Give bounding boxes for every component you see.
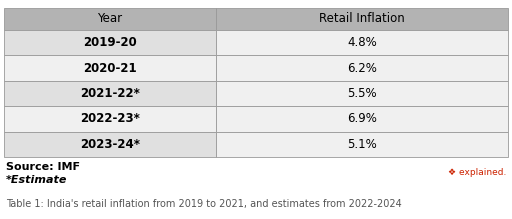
- Text: Source: IMF: Source: IMF: [6, 162, 80, 172]
- Bar: [4, 106, 216, 132]
- Text: Year: Year: [97, 12, 122, 25]
- Bar: [4, 30, 216, 55]
- Bar: [216, 8, 508, 30]
- Text: 2022-23*: 2022-23*: [80, 112, 140, 125]
- Text: Table 1: India's retail inflation from 2019 to 2021, and estimates from 2022-202: Table 1: India's retail inflation from 2…: [6, 199, 402, 209]
- Text: 6.9%: 6.9%: [347, 112, 377, 125]
- Bar: [216, 132, 508, 157]
- Bar: [216, 106, 508, 132]
- Bar: [216, 55, 508, 81]
- Bar: [4, 55, 216, 81]
- Bar: [4, 8, 216, 30]
- Text: 2021-22*: 2021-22*: [80, 87, 140, 100]
- Bar: [4, 81, 216, 106]
- Text: 5.5%: 5.5%: [347, 87, 377, 100]
- Text: 2020-21: 2020-21: [83, 62, 137, 75]
- Bar: [216, 81, 508, 106]
- Text: *Estimate: *Estimate: [6, 175, 68, 185]
- Text: 5.1%: 5.1%: [347, 138, 377, 151]
- Text: 6.2%: 6.2%: [347, 62, 377, 75]
- Text: 2019-20: 2019-20: [83, 36, 137, 49]
- Bar: [4, 132, 216, 157]
- Text: 4.8%: 4.8%: [347, 36, 377, 49]
- Text: ❖ explained.: ❖ explained.: [447, 168, 506, 177]
- Bar: [216, 30, 508, 55]
- Text: 2023-24*: 2023-24*: [80, 138, 140, 151]
- Text: Retail Inflation: Retail Inflation: [319, 12, 404, 25]
